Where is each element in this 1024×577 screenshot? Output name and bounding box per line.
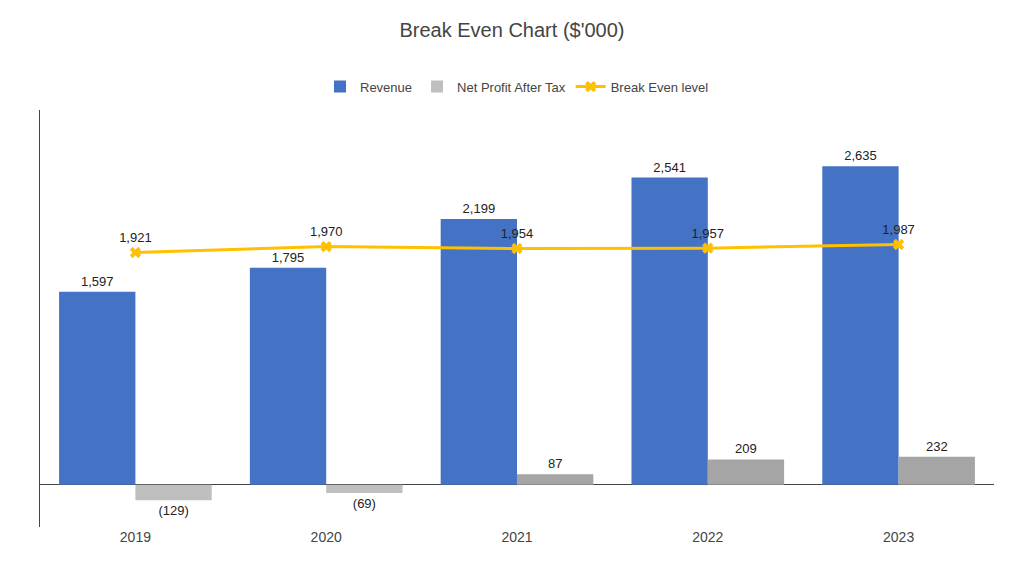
svg-text:2021: 2021	[501, 529, 532, 545]
svg-text:1,970: 1,970	[310, 224, 343, 239]
svg-text:1,987: 1,987	[882, 222, 915, 237]
svg-text:(69): (69)	[353, 496, 376, 511]
svg-text:1,795: 1,795	[272, 250, 305, 265]
svg-text:2019: 2019	[120, 529, 151, 545]
svg-text:Break Even Chart ($'000): Break Even Chart ($'000)	[399, 19, 624, 41]
svg-text:1,597: 1,597	[81, 274, 114, 289]
svg-text:87: 87	[548, 456, 562, 471]
svg-text:2,635: 2,635	[844, 148, 877, 163]
svg-text:2022: 2022	[692, 529, 723, 545]
svg-text:2,541: 2,541	[653, 160, 686, 175]
svg-text:2020: 2020	[311, 529, 342, 545]
svg-text:2023: 2023	[883, 529, 914, 545]
svg-text:Break Even level: Break Even level	[611, 80, 709, 95]
svg-text:2,199: 2,199	[463, 201, 496, 216]
svg-text:1,957: 1,957	[692, 226, 725, 241]
svg-text:209: 209	[735, 441, 757, 456]
svg-text:1,921: 1,921	[119, 230, 152, 245]
svg-text:232: 232	[926, 439, 948, 454]
svg-text:Revenue: Revenue	[360, 80, 412, 95]
svg-text:1,954: 1,954	[501, 226, 534, 241]
svg-text:Net Profit After Tax: Net Profit After Tax	[457, 80, 566, 95]
svg-text:(129): (129)	[158, 503, 188, 518]
